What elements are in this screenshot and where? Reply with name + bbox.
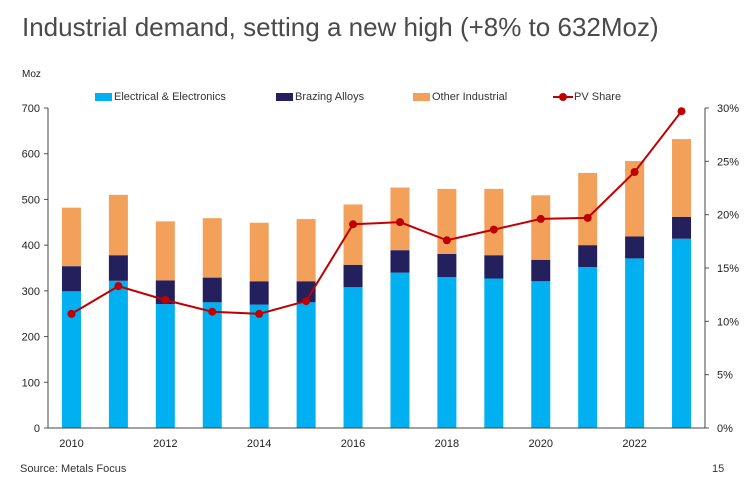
pv-share-point-2023 [677,107,686,116]
pv-share-line [70,110,683,315]
y-right-tick-label: 30% [717,103,739,115]
bar-brazing-2010 [61,266,81,292]
x-tick-label: 2020 [529,438,553,450]
bar-other-2011 [108,194,128,256]
legend-item-brazing: Brazing Alloys [276,91,364,103]
y-left-tick-label: 500 [22,194,40,206]
bar-brazing-2017 [390,250,410,273]
pv-share-point-2019 [489,225,498,234]
bar-electrical-2015 [296,302,316,428]
legend-swatch-brazing [276,93,293,101]
bar-electrical-2014 [249,304,269,428]
chart-title: Industrial demand, setting a new high (+… [22,12,659,42]
pv-share-point-2021 [583,213,592,222]
bar-electrical-2011 [108,280,128,428]
bar-electrical-2012 [155,304,175,428]
x-tick-label: 2018 [435,438,459,450]
x-tick-label: 2010 [59,438,83,450]
legend-label-pv-share: PV Share [574,91,622,103]
y-axis-unit-label: Moz [22,69,41,80]
legend-label-brazing: Brazing Alloys [295,91,365,103]
bar-electrical-2019 [484,278,504,428]
y-left-tick-label: 400 [22,240,40,252]
pv-share-point-2018 [442,236,451,245]
y-left-tick-label: 300 [22,286,40,298]
y-left-tick-label: 200 [22,332,40,344]
bar-other-2012 [155,221,175,281]
bar-brazing-2022 [625,236,645,259]
x-tick-label: 2016 [341,438,365,450]
pv-share-point-2012 [161,296,170,304]
source-note: Source: Metals Focus [20,463,127,475]
y-left-tick-label: 100 [22,377,40,389]
legend-item-electrical: Electrical & Electronics [95,91,226,103]
bar-brazing-2023 [672,216,692,239]
bar-other-2019 [484,188,504,256]
bar-brazing-2014 [249,281,269,305]
pv-share-point-2020 [536,214,545,223]
bar-other-2021 [578,172,598,246]
bar-electrical-2013 [202,302,222,428]
bar-brazing-2020 [531,259,551,282]
y-right-tick-label: 15% [717,263,739,275]
bar-brazing-2021 [578,245,598,268]
bar-other-2022 [625,161,645,237]
y-right-tick-label: 25% [717,156,739,168]
bar-brazing-2013 [202,277,222,303]
x-tick-label: 2022 [622,438,646,450]
pv-share-point-2010 [67,309,76,318]
x-tick-label: 2012 [153,438,177,450]
bar-other-2015 [296,219,316,282]
bar-other-2013 [202,218,222,278]
bar-other-2016 [343,204,363,265]
legend-item-other: Other Industrial [413,91,507,103]
y-left-tick-label: 700 [22,103,40,115]
bar-other-2023 [672,139,692,217]
pv-share-point-2016 [349,220,358,229]
pv-share-point-2014 [255,309,264,318]
bar-electrical-2018 [437,277,457,428]
legend-label-electrical: Electrical & Electronics [114,91,226,103]
legend-marker-pv-share [553,92,573,102]
bar-brazing-2019 [484,255,504,279]
bar-electrical-2010 [61,291,81,428]
bar-brazing-2018 [437,253,457,278]
bar-other-2020 [531,195,551,260]
y-right-tick-label: 20% [717,210,739,222]
x-tick-label: 2014 [247,438,271,450]
pv-share-point-2022 [630,168,639,176]
bar-electrical-2021 [578,267,598,428]
y-left-tick-label: 600 [22,149,40,161]
bar-brazing-2016 [343,264,363,288]
pv-share-point-2013 [208,307,217,316]
bar-other-2010 [61,207,81,267]
legend-swatch-electrical [95,93,112,101]
page-number: 15 [712,463,725,475]
bar-electrical-2023 [672,238,692,428]
pv-share-point-2011 [114,282,123,291]
y-right-tick-label: 5% [717,370,733,382]
legend-swatch-other [413,93,430,101]
bar-brazing-2011 [108,255,128,281]
bar-electrical-2020 [531,281,551,428]
bar-brazing-2015 [296,281,316,303]
bar-electrical-2022 [625,258,645,428]
y-right-tick-label: 0% [717,423,733,435]
legend-label-other: Other Industrial [432,91,508,103]
pv-share-point-2017 [395,218,404,227]
pv-share-point-2015 [302,297,311,306]
y-left-tick-label: 0 [34,423,40,435]
bar-other-2014 [249,222,269,282]
bar-electrical-2016 [343,287,363,428]
legend-item-pv-share: PV Share [553,91,621,103]
bar-electrical-2017 [390,272,410,428]
y-right-tick-label: 10% [717,316,739,328]
